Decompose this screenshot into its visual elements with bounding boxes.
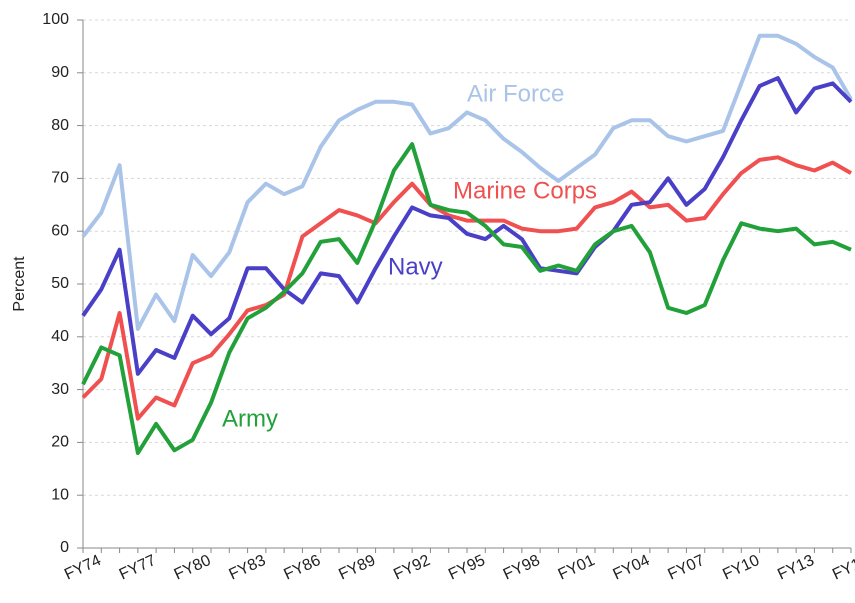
series-label: Marine Corps: [453, 177, 597, 204]
x-tick-label: FY04: [611, 552, 653, 584]
x-tick-label: FY10: [720, 552, 762, 584]
y-tick-label: 0: [60, 539, 69, 556]
x-tick-label: FY89: [336, 552, 378, 584]
series-label: Army: [222, 405, 278, 432]
x-tick-label: FY16: [830, 552, 855, 584]
series-line: [81, 33, 853, 331]
y-axis-label: Percent: [11, 256, 28, 312]
y-tick-label: 60: [51, 222, 69, 239]
y-tick-label: 40: [51, 328, 69, 345]
series-line: [81, 155, 852, 421]
series-label: Navy: [388, 253, 443, 280]
x-tick-label: FY07: [665, 552, 707, 584]
y-tick-label: 10: [51, 486, 69, 503]
y-tick-label: 70: [51, 170, 69, 187]
x-tick-label: FY13: [775, 552, 817, 584]
series-line: [81, 76, 853, 376]
x-tick-label: FY86: [281, 552, 323, 584]
y-tick-label: 20: [51, 434, 69, 451]
y-tick-label: 90: [51, 64, 69, 81]
x-tick-label: FY95: [446, 552, 488, 584]
y-tick-label: 30: [51, 381, 69, 398]
series-label: Air Force: [467, 80, 564, 107]
x-tick-label: FY01: [556, 552, 598, 584]
x-tick-label: FY77: [117, 552, 159, 584]
x-tick-label: FY92: [391, 552, 433, 584]
y-tick-label: 50: [51, 275, 69, 292]
series-line: [81, 142, 852, 455]
x-tick-label: FY74: [62, 552, 104, 584]
x-tick-label: FY83: [227, 552, 269, 584]
x-tick-label: FY80: [172, 552, 214, 584]
y-tick-label: 100: [42, 11, 69, 28]
x-tick-label: FY98: [501, 552, 543, 584]
y-tick-label: 80: [51, 117, 69, 134]
